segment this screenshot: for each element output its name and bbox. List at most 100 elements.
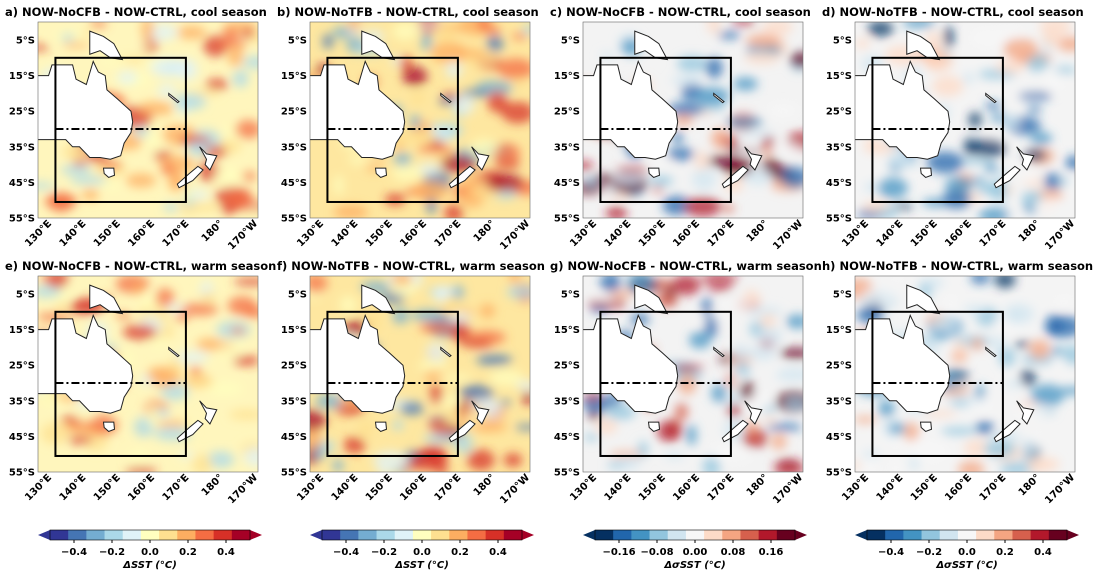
land-new-caledonia (985, 346, 997, 358)
colorbar-swatch (431, 530, 450, 540)
anomaly-blob (410, 114, 421, 129)
lat-tick-label: 25°S (281, 107, 307, 118)
colorbar-swatch (631, 530, 651, 540)
map-field (855, 276, 1075, 472)
land-nz-south (993, 419, 1021, 443)
anomaly-blob (945, 293, 956, 315)
anomaly-blob (322, 33, 334, 50)
map-panel: b) NOW-NoTFB - NOW-CTRL, cool season 5°S 1… (277, 5, 539, 252)
anomaly-blob (147, 403, 160, 426)
lon-tick-label: 160°E (126, 472, 157, 503)
anomaly-blob (214, 40, 248, 48)
anomaly-blob (149, 337, 170, 348)
lon-tick-label: 170°E (433, 472, 464, 503)
anomaly-blob (384, 193, 406, 206)
lat-tick-label: 45°S (554, 178, 580, 189)
lat-tick-label: 55°S (281, 214, 307, 225)
anomaly-blob (141, 22, 155, 39)
anomaly-blob (785, 314, 803, 329)
anomaly-blob (429, 384, 443, 405)
anomaly-blob (1056, 358, 1068, 370)
lat-tick-label: 5°S (561, 290, 580, 301)
anomaly-blob (970, 397, 993, 413)
anomaly-blob (985, 161, 998, 174)
colorbar-swatch (449, 530, 468, 540)
anomaly-blob (648, 160, 673, 167)
anomaly-blob (648, 175, 674, 187)
anomaly-blob (453, 284, 464, 301)
anomaly-blob (419, 322, 455, 333)
anomaly-blob (855, 416, 877, 424)
anomaly-blob (448, 311, 471, 326)
anomaly-blob (747, 306, 783, 318)
anomaly-blob (241, 27, 255, 39)
colorbar-tick-label: 0.2 (996, 547, 1014, 558)
anomaly-blob (1044, 70, 1064, 93)
colorbar-tick-label: −0.4 (878, 547, 904, 558)
anomaly-blob (411, 449, 449, 471)
colorbar-tick-label: 0.08 (721, 547, 746, 558)
anomaly-blob (333, 204, 369, 218)
anomaly-blob (240, 171, 257, 182)
panel-title: e) NOW-NoCFB - NOW-CTRL, warm season (5, 259, 276, 273)
colorbar-tick-label: 0.4 (217, 547, 235, 558)
colorbar-tick-label: 0.2 (179, 547, 197, 558)
anomaly-blob (1027, 106, 1042, 113)
anomaly-blob (428, 417, 450, 435)
lat-tick-label: 15°S (554, 325, 580, 336)
land-nz-south (176, 419, 204, 443)
anomaly-blob (735, 342, 746, 362)
panel-title: c) NOW-NoCFB - NOW-CTRL, cool season (550, 5, 811, 19)
anomaly-blob (175, 351, 209, 364)
lat-tick-label: 35°S (554, 396, 580, 407)
land-new-caledonia (168, 346, 180, 358)
colorbar-swatch (685, 530, 705, 540)
anomaly-blob (957, 461, 985, 472)
lat-tick-label: 15°S (554, 71, 580, 82)
anomaly-blob (216, 337, 243, 360)
anomaly-blob (711, 384, 727, 403)
colorbar-swatch (939, 530, 959, 540)
anomaly-blob (399, 55, 412, 72)
lat-tick-label: 5°S (16, 36, 35, 47)
anomaly-blob (615, 166, 649, 174)
anomaly-blob (766, 423, 803, 431)
anomaly-blob (460, 339, 493, 348)
land-australia (38, 313, 134, 414)
land-nz-north (471, 146, 490, 171)
colorbar-tick-label: −0.2 (99, 547, 125, 558)
colorbar-end-high (250, 530, 262, 540)
lon-tick-label: 160°E (671, 218, 702, 249)
anomaly-blob (140, 42, 153, 50)
land-nz-south (721, 419, 749, 443)
land-new-caledonia (713, 346, 725, 358)
anomaly-blob (770, 433, 787, 450)
anomaly-blob (584, 433, 599, 442)
colorbar-tick-label: 0.2 (451, 547, 469, 558)
map-frame (854, 21, 1076, 219)
anomaly-blob (117, 71, 138, 84)
anomaly-blob (995, 60, 1025, 74)
anomaly-blob (744, 51, 780, 65)
lon-tick-label: 170°W (498, 472, 532, 506)
anomaly-blob (855, 38, 870, 49)
anomaly-blob (726, 403, 741, 418)
anomaly-blob (497, 58, 530, 80)
colorbar-swatch (595, 530, 614, 540)
anomaly-blob (678, 373, 697, 395)
anomaly-blob (878, 177, 908, 199)
colorbar-tick-label: −0.08 (640, 547, 673, 558)
land-australia (855, 59, 951, 160)
lat-tick-label: 35°S (281, 396, 307, 407)
land-nz-south (448, 165, 476, 189)
anomaly-blob (958, 157, 991, 165)
lat-tick-label: 15°S (281, 71, 307, 82)
anomaly-blob (423, 432, 458, 444)
land-nz-south (721, 165, 749, 189)
anomaly-blob (1030, 431, 1041, 446)
anomaly-blob (437, 130, 460, 137)
colorbar-swatch (376, 530, 396, 540)
anomaly-blob (206, 381, 243, 397)
lat-tick-label: 35°S (9, 396, 35, 407)
anomaly-blob (888, 423, 906, 435)
